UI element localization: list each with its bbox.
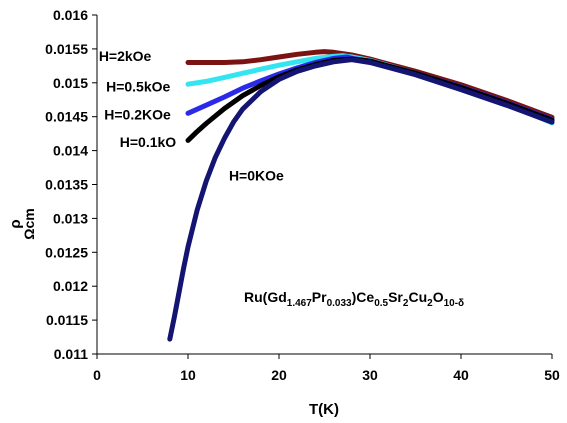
y-tick-label: 0.015 (53, 75, 88, 91)
x-tick-label: 0 (93, 367, 101, 383)
series-line-4 (167, 57, 555, 342)
x-tick-label: 50 (544, 367, 560, 383)
svg-text:ρ: ρ (7, 219, 24, 228)
formula-subscript: 1.467 (287, 298, 312, 309)
series-labels: H=2kOe H=0.5kOe H=0.2KOe H=0.1kO H=0KOe (99, 48, 284, 183)
series-layer (167, 49, 555, 342)
series-label: H=0KOe (229, 167, 284, 183)
y-tick-label: 0.012 (53, 278, 88, 294)
compound-formula: Ru(Gd1.467Pr0.033)Ce0.5Sr2Cu2O10-δ (244, 289, 464, 309)
formula-text: Pr (312, 289, 327, 305)
formula-subscript: 2 (403, 298, 409, 309)
y-tick-label: 0.0155 (45, 41, 88, 57)
series-label: H=0.2KOe (104, 106, 171, 122)
series-label: H=0.5kOe (106, 79, 170, 95)
series-label: H=0.1kO (120, 134, 177, 150)
y-axis-title-main: ρ (7, 219, 24, 228)
y-tick-label: 0.0145 (45, 109, 88, 125)
x-tick-label: 40 (453, 367, 469, 383)
y-tick-label: 0.013 (53, 210, 88, 226)
y-tick-label: 0.0115 (46, 312, 88, 328)
series-label: H=2kOe (99, 48, 152, 64)
formula-text: Ru(Gd (244, 289, 287, 305)
y-tick-label: 0.011 (54, 346, 88, 362)
svg-text:Ωcm: Ωcm (21, 208, 37, 239)
y-tick-label: 0.014 (53, 143, 88, 159)
ticks: 0 10 20 30 40 50 0.011 0.0115 0.012 0.0125 0.013 0.… (45, 7, 560, 383)
formula-subscript: 2 (427, 298, 433, 309)
x-axis-title: T(K) (309, 401, 339, 418)
x-tick-label: 30 (362, 367, 378, 383)
y-tick-label: 0.0135 (45, 177, 88, 193)
formula-text: O (433, 289, 444, 305)
formula-text: )Ce (352, 289, 375, 305)
x-tick-label: 20 (271, 367, 287, 383)
formula-subscript: 10-δ (444, 298, 465, 309)
formula-text: Sr (388, 289, 403, 305)
formula-subscript: 0.033 (327, 298, 352, 309)
x-tick-label: 10 (180, 367, 196, 383)
formula-text: Cu (408, 289, 427, 305)
y-tick-label: 0.016 (53, 7, 88, 23)
y-tick-label: 0.0125 (45, 244, 88, 260)
formula-subscript: 0.5 (374, 298, 388, 309)
y-axis-title-unit: Ωcm (21, 208, 37, 239)
y-axis-title: ρ Ωcm (7, 208, 37, 239)
